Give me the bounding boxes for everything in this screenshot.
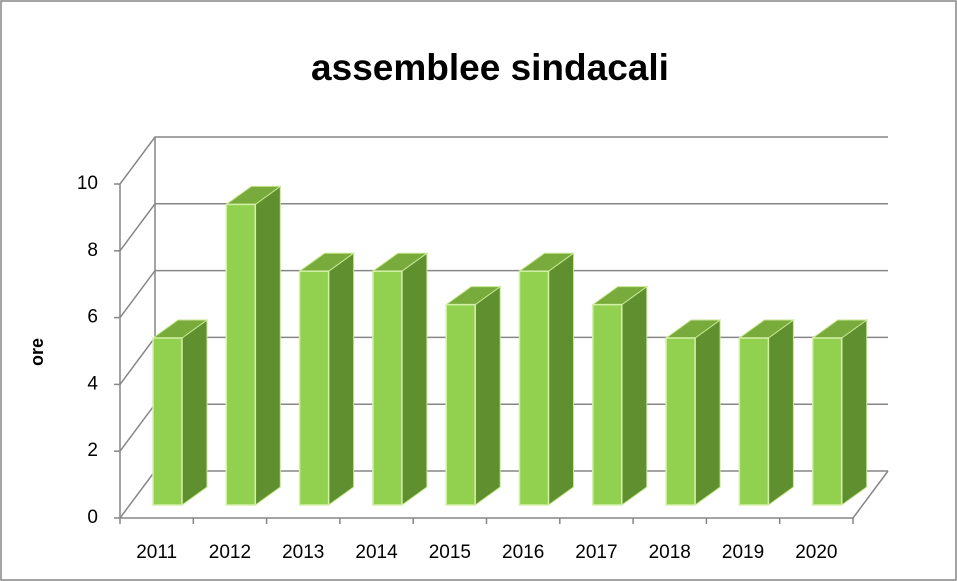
- bar: [298, 270, 330, 506]
- bar-side: [548, 252, 574, 506]
- bar: [738, 337, 770, 506]
- bar-side: [474, 285, 501, 506]
- bar: [445, 303, 476, 506]
- x-tick-label: 2020: [795, 542, 837, 563]
- x-tick-label: 2011: [136, 542, 177, 563]
- y-tick-label: 2: [87, 440, 98, 461]
- y-tick-label: 6: [87, 307, 98, 328]
- bar-side: [694, 319, 721, 506]
- bar-side: [841, 319, 868, 506]
- bar-side: [621, 285, 648, 506]
- x-tick-label: 2014: [355, 542, 398, 563]
- bar-side: [254, 185, 281, 506]
- bar: [665, 337, 696, 506]
- bar: [225, 203, 257, 506]
- bar: [372, 270, 403, 506]
- bar-side: [181, 319, 208, 506]
- y-tick-label: 4: [87, 373, 98, 394]
- x-tick-label: 2013: [282, 542, 324, 563]
- y-tick-label: 10: [77, 173, 98, 194]
- x-tick-label: 2018: [649, 542, 691, 563]
- bar: [518, 270, 550, 506]
- chart-title: assemblee sindacali: [311, 47, 669, 88]
- y-tick-label: 0: [87, 507, 98, 528]
- grid-line: [119, 269, 888, 319]
- x-tick-label: 2012: [209, 542, 251, 563]
- x-tick-label: 2015: [429, 542, 471, 563]
- x-tick-label: 2017: [575, 542, 617, 563]
- x-tick-label: 2019: [722, 542, 764, 563]
- bar-side: [401, 252, 428, 506]
- floor-edge: [852, 470, 889, 519]
- bar: [811, 337, 843, 506]
- grid-line: [119, 203, 888, 252]
- bar: [152, 337, 183, 506]
- y-tick-label: 8: [87, 240, 98, 261]
- bar: [592, 303, 623, 506]
- y-axis-label: ore: [27, 338, 47, 366]
- grid-line: [119, 136, 888, 185]
- bar-side: [767, 319, 794, 506]
- bar-side: [328, 252, 355, 506]
- x-tick-label: 2016: [502, 542, 544, 563]
